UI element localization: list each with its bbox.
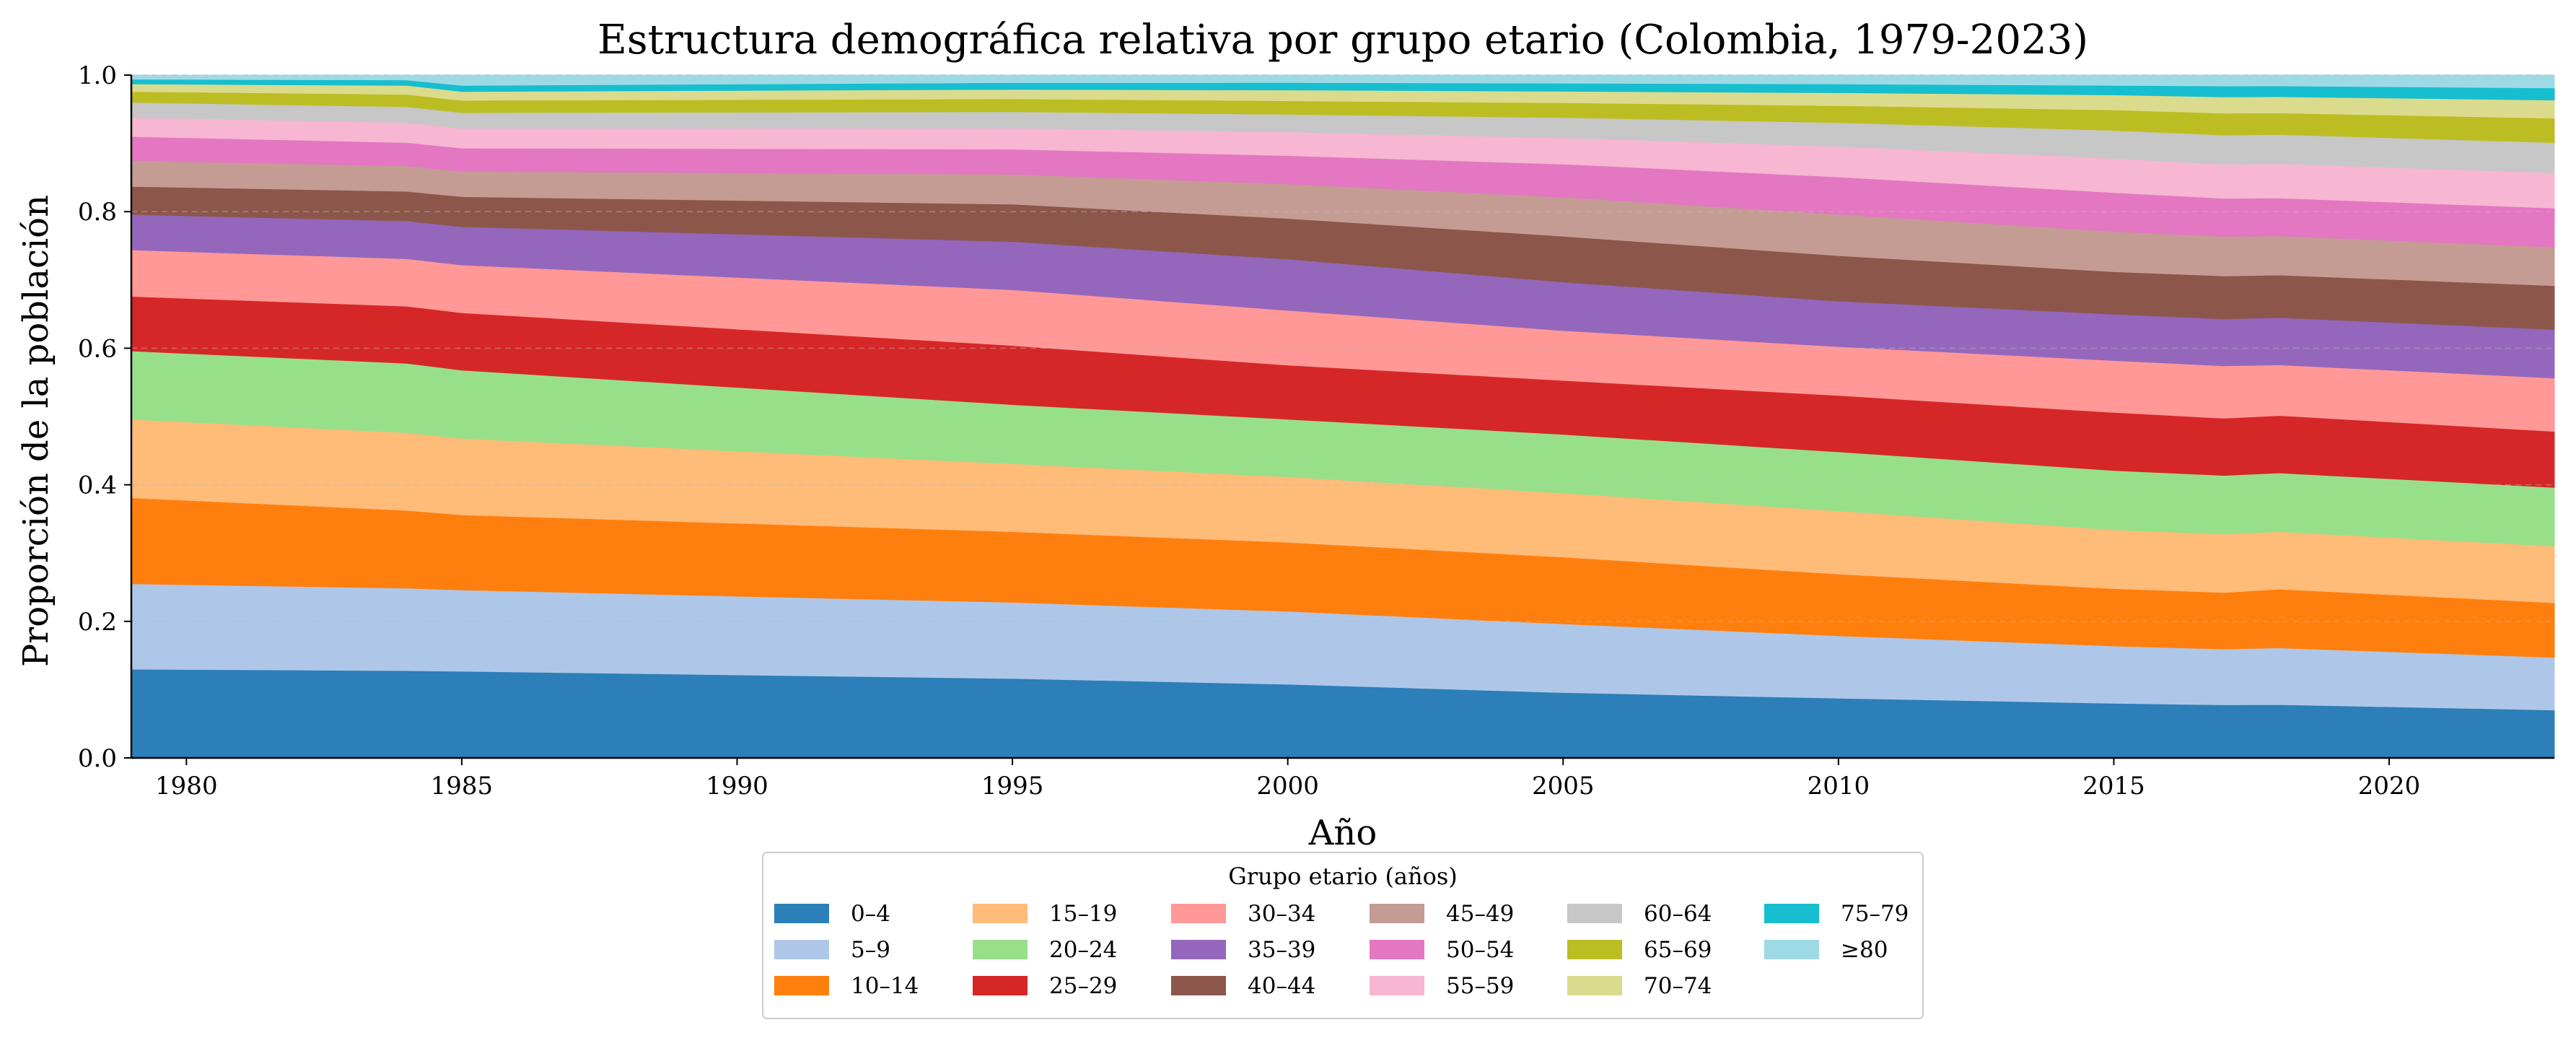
y-tick-label-0: 0.0 [78, 744, 117, 773]
y-tick-label-5: 1.0 [78, 61, 117, 90]
legend-label-15: 75–79 [1841, 901, 1909, 927]
x-axis-label: Año [1308, 813, 1377, 853]
x-tick-label-7: 2015 [2082, 772, 2145, 801]
legend-label-3: 15–19 [1049, 901, 1117, 927]
y-tick-label-3: 0.6 [78, 334, 117, 363]
legend-label-12: 60–64 [1644, 901, 1712, 927]
legend-swatch-2 [774, 976, 829, 995]
legend-swatch-5 [973, 976, 1028, 995]
x-tick-label-0: 1980 [155, 772, 218, 801]
legend-label-7: 35–39 [1248, 937, 1315, 963]
legend-swatch-8 [1171, 976, 1226, 995]
legend-swatch-7 [1171, 940, 1226, 959]
legend-label-11: 55–59 [1446, 973, 1514, 999]
chart-title: Estructura demográfica relativa por grup… [597, 17, 2088, 64]
legend-label-6: 30–34 [1248, 901, 1315, 927]
x-tick-label-5: 2005 [1532, 772, 1595, 801]
area-series-16 [131, 74, 2555, 89]
x-tick-label-2: 1990 [706, 772, 768, 801]
x-tick-label-1: 1985 [431, 772, 494, 801]
legend-swatch-0 [774, 904, 829, 923]
legend-title: Grupo etario (años) [1228, 863, 1458, 890]
legend-swatch-10 [1370, 940, 1424, 959]
x-tick-label-3: 1995 [981, 772, 1044, 801]
legend-swatch-16 [1764, 940, 1819, 959]
legend-items: 0–4 5–9 10–14 15–19 20–24 25–29 30–34 35–39 40–4… [774, 901, 1909, 999]
legend: Grupo etario (años) 0–4 5–9 10–14 15–19 20–2… [762, 852, 1924, 1019]
y-tick-label-1: 0.2 [78, 608, 117, 637]
legend-label-5: 25–29 [1049, 973, 1117, 999]
legend-label-13: 65–69 [1644, 937, 1712, 963]
legend-swatch-12 [1567, 904, 1622, 923]
y-tick-label-4: 0.8 [78, 198, 117, 227]
legend-swatch-9 [1370, 904, 1424, 923]
ticks: 1980 1985 1990 1995 2000 2005 2010 2015 2020 0.0 0… [78, 61, 2420, 801]
legend-frame [762, 852, 1924, 1019]
legend-label-4: 20–24 [1049, 937, 1117, 963]
legend-label-16: ≥80 [1841, 937, 1888, 963]
x-tick-label-6: 2010 [1808, 772, 1870, 801]
legend-label-1: 5–9 [851, 937, 890, 963]
legend-swatch-13 [1567, 940, 1622, 959]
y-axis-label: Proporción de la población [16, 195, 56, 667]
legend-swatch-15 [1764, 904, 1819, 923]
legend-label-8: 40–44 [1248, 973, 1315, 999]
y-tick-label-2: 0.4 [78, 471, 117, 500]
legend-label-10: 50–54 [1446, 937, 1514, 963]
plot-areas [131, 74, 2555, 759]
legend-label-14: 70–74 [1644, 973, 1712, 999]
axes [130, 75, 2554, 759]
legend-swatch-3 [973, 904, 1028, 923]
legend-swatch-14 [1567, 976, 1622, 995]
legend-swatch-6 [1171, 904, 1226, 923]
legend-swatch-1 [774, 940, 829, 959]
legend-label-9: 45–49 [1446, 901, 1514, 927]
legend-label-0: 0–4 [851, 901, 890, 927]
legend-swatch-11 [1370, 976, 1424, 995]
legend-label-2: 10–14 [851, 973, 919, 999]
legend-swatch-4 [973, 940, 1028, 959]
x-tick-label-4: 2000 [1256, 772, 1319, 801]
x-tick-label-8: 2020 [2358, 772, 2421, 801]
